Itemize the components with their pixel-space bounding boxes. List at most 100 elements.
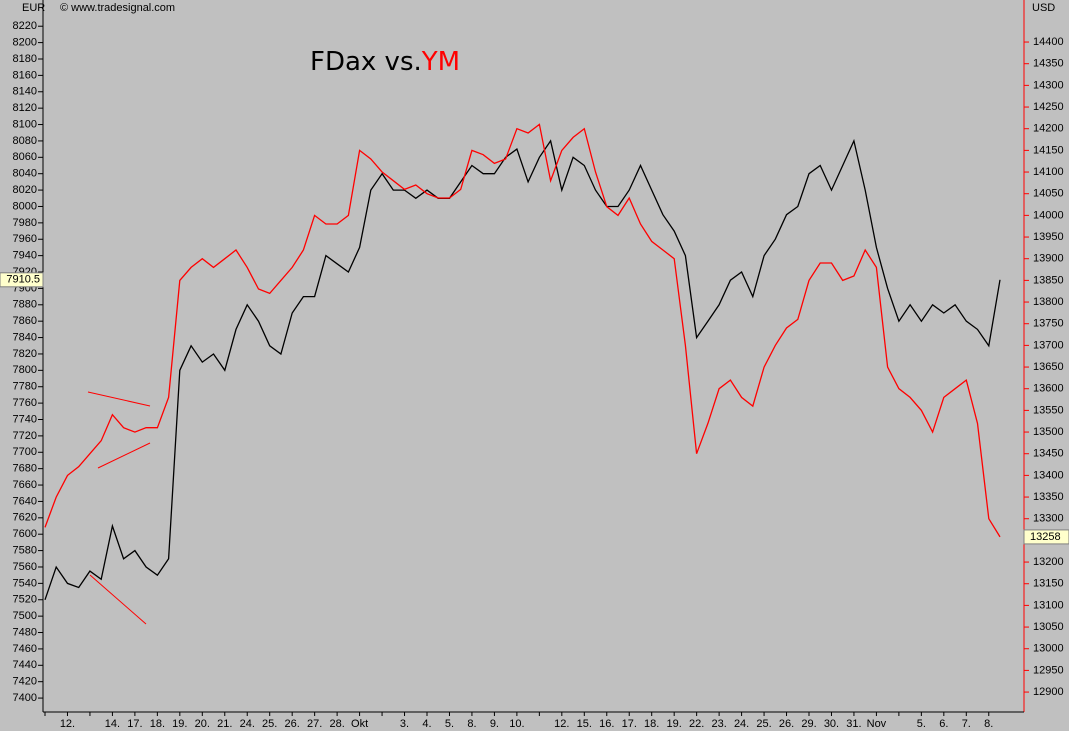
y2-tick-label: 14100: [1033, 166, 1064, 178]
y-tick-label: 7700: [13, 446, 37, 458]
y-tick-label: 8080: [13, 135, 37, 147]
series-line: [44, 138, 1001, 601]
watermark: © www.tradesignal.com: [60, 2, 175, 14]
y-tick-label: 8120: [13, 102, 37, 114]
y-tick-label: 8100: [13, 118, 37, 130]
y-tick-label: 8160: [13, 69, 37, 81]
y2-tick-label: 13100: [1033, 599, 1064, 611]
y2-tick-label: 14250: [1033, 101, 1064, 113]
y2-tick-label: 14300: [1033, 79, 1064, 91]
y-tick-label: 8220: [13, 20, 37, 32]
y-tick-label: 7560: [13, 561, 37, 573]
x-tick-label: 25.: [756, 718, 771, 730]
x-tick-label: 23.: [711, 718, 726, 730]
y-axis-label: EUR: [22, 2, 45, 14]
y-tick-label: 7840: [13, 331, 37, 343]
chart-title: FDax vs.YM: [310, 47, 460, 77]
y2-tick-label: 12900: [1033, 686, 1064, 698]
y2-tick-label: 13500: [1033, 426, 1064, 438]
y-tick-label: 7520: [13, 594, 37, 606]
y2-tick-label: 14200: [1033, 123, 1064, 135]
y2-tick-label: 13300: [1033, 513, 1064, 525]
x-tick-label: 27.: [307, 718, 322, 730]
x-tick-label: Okt: [351, 718, 368, 730]
x-tick-label: 20.: [195, 718, 210, 730]
title-highlight: YM: [421, 47, 460, 77]
y-tick-label: 7580: [13, 544, 37, 556]
x-tick-label: 17.: [622, 718, 637, 730]
y2-tick-label: 14400: [1033, 36, 1064, 48]
x-tick-label: 4.: [422, 718, 431, 730]
x-tick-label: Nov: [867, 718, 887, 730]
title-main: FDax vs.: [310, 47, 422, 77]
y-tick-label: 7940: [13, 250, 37, 262]
y2-tick-label: 13850: [1033, 274, 1064, 286]
x-tick-label: 12.: [554, 718, 569, 730]
trend-line: [97, 442, 151, 469]
x-tick-label: 18.: [644, 718, 659, 730]
y2-tick-label: 14150: [1033, 144, 1064, 156]
y2-tick-label: 13450: [1033, 448, 1064, 460]
y-tick-label: 7640: [13, 495, 37, 507]
y2-tick-label: 13800: [1033, 296, 1064, 308]
y2-tick-label: 13650: [1033, 361, 1064, 373]
y-tick-label: 7800: [13, 364, 37, 376]
y-tick-label: 8180: [13, 53, 37, 65]
x-tick-label: 30.: [824, 718, 839, 730]
x-tick-label: 3.: [400, 718, 409, 730]
x-tick-label: 24.: [240, 718, 255, 730]
y-tick-label: 7740: [13, 413, 37, 425]
x-tick-label: 22.: [689, 718, 704, 730]
y-tick-label: 7660: [13, 479, 37, 491]
trend-drawings: [87, 391, 151, 625]
y2-tick-label: 13150: [1033, 578, 1064, 590]
x-tick-label: 9.: [490, 718, 499, 730]
x-tick-label: 18.: [150, 718, 165, 730]
x-tick-label: 5.: [445, 718, 454, 730]
y-tick-label: 8200: [13, 37, 37, 49]
x-tick-label: 26.: [285, 718, 300, 730]
y-tick-label: 7540: [13, 577, 37, 589]
last-value-label: 7910.5: [6, 274, 40, 286]
last-value-box: [1023, 529, 1069, 545]
y2-tick-label: 13400: [1033, 469, 1064, 481]
y-tick-label: 8140: [13, 86, 37, 98]
y-tick-label: 7980: [13, 217, 37, 229]
y-tick-label: 7420: [13, 676, 37, 688]
x-tick-label: 19.: [172, 718, 187, 730]
x-tick-label: 6.: [939, 718, 948, 730]
y-tick-label: 7960: [13, 233, 37, 245]
y2-tick-label: 13050: [1033, 621, 1064, 633]
y2-axis-label: USD: [1032, 2, 1055, 14]
x-tick-label: 16.: [599, 718, 614, 730]
x-tick-label: 28.: [329, 718, 344, 730]
series-line: [44, 123, 1001, 538]
y-tick-label: 8020: [13, 184, 37, 196]
y-tick-label: 7820: [13, 348, 37, 360]
y-tick-label: 7680: [13, 463, 37, 475]
y2-tick-label: 13600: [1033, 383, 1064, 395]
x-tick-label: 17.: [127, 718, 142, 730]
x-tick-label: 12.: [60, 718, 75, 730]
x-tick-label: 25.: [262, 718, 277, 730]
y2-tick-label: 13900: [1033, 253, 1064, 265]
y-tick-label: 7780: [13, 381, 37, 393]
y2-tick-label: 14000: [1033, 209, 1064, 221]
y-tick-label: 7720: [13, 430, 37, 442]
trend-line: [87, 391, 151, 407]
x-tick-label: 24.: [734, 718, 749, 730]
x-tick-label: 8.: [984, 718, 993, 730]
x-tick-label: 31.: [846, 718, 861, 730]
x-tick-label: 8.: [467, 718, 476, 730]
x-tick-label: 15.: [577, 718, 592, 730]
y2-tick-label: 14350: [1033, 58, 1064, 70]
y-tick-label: 7760: [13, 397, 37, 409]
x-tick-label: 29.: [801, 718, 816, 730]
last-value-box: [0, 272, 44, 288]
y-tick-label: 7440: [13, 659, 37, 671]
x-tick-label: 5.: [917, 718, 926, 730]
last-value-label: 13258: [1030, 531, 1061, 543]
